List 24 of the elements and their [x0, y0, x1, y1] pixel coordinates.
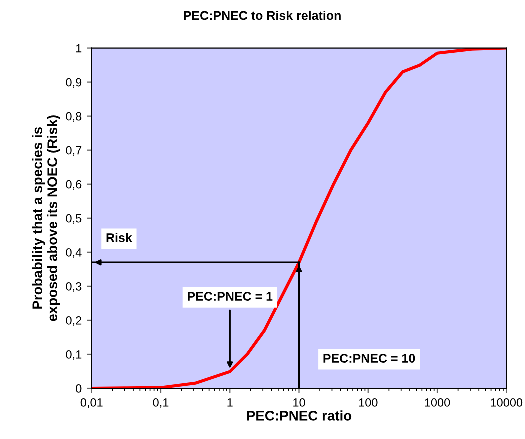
- y-tick-label: 0,5: [66, 214, 82, 224]
- y-tick-label: 0,7: [66, 146, 82, 156]
- chart-title: PEC:PNEC to Risk relation: [184, 10, 341, 20]
- y-tick-label: 0,2: [66, 316, 82, 326]
- y-tick-label: 0,9: [66, 78, 82, 88]
- y-tick-label: 0,3: [66, 282, 82, 292]
- y-axis-title: Probability that a species is exposed above its NOEC (Risk): [32, 116, 60, 322]
- x-tick-label: 1: [228, 398, 233, 407]
- annotation: PEC:PNEC = 1: [188, 292, 273, 301]
- ref-line-label: PEC:PNEC = 10: [324, 354, 416, 363]
- x-tick-label: 0,1: [153, 398, 169, 408]
- y-tick-label: 0,8: [66, 112, 82, 122]
- x-tick-label: 10: [294, 398, 306, 407]
- ref-line-label: Risk: [106, 233, 132, 242]
- y-tick-label: 0,6: [66, 180, 82, 190]
- x-axis-title: PEC:PNEC ratio: [247, 410, 352, 421]
- y-tick-label: 0: [76, 384, 82, 393]
- x-tick-label: 1000: [425, 398, 450, 407]
- y-tick-label: 0,4: [66, 248, 82, 258]
- x-tick-label: 10000: [491, 398, 523, 407]
- y-tick-label: 0,1: [66, 350, 82, 360]
- x-tick-label: 0,01: [80, 398, 103, 408]
- x-tick-label: 100: [359, 398, 378, 407]
- y-tick-label: 1: [76, 44, 82, 53]
